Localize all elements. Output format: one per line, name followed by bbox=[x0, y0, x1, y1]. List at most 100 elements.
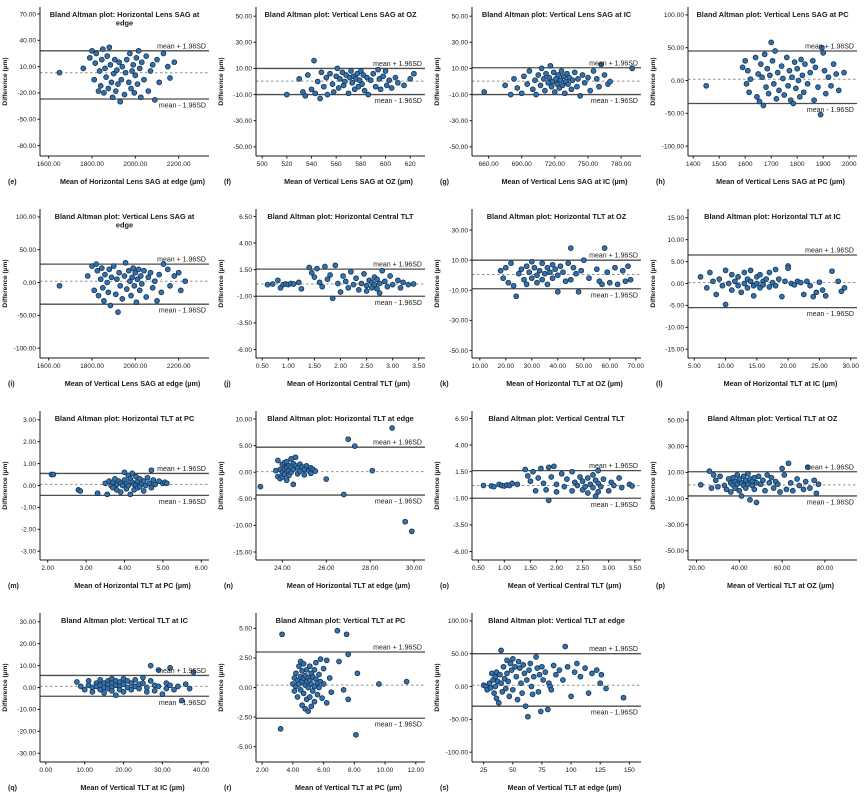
data-point bbox=[710, 472, 717, 478]
data-point bbox=[534, 272, 540, 279]
y-tick-label: -20.00 bbox=[17, 729, 36, 736]
upper-limit-label: mean + 1.96SD bbox=[589, 646, 638, 653]
data-point bbox=[358, 280, 365, 287]
data-point bbox=[550, 69, 557, 76]
data-point bbox=[547, 62, 554, 69]
x-tick-label: 1.50 bbox=[524, 565, 537, 572]
y-tick-label: 50.00 bbox=[451, 13, 468, 20]
data-point bbox=[577, 474, 583, 480]
data-point bbox=[371, 281, 378, 288]
upper-limit-label: mean + 1.96SD bbox=[589, 253, 638, 260]
data-point bbox=[785, 82, 791, 89]
y-axis-label: Difference (µm) bbox=[218, 461, 225, 509]
data-points bbox=[480, 463, 635, 504]
y-tick-label: 100.00 bbox=[448, 618, 469, 625]
data-point bbox=[539, 276, 546, 283]
y-tick-label: -10.00 bbox=[665, 496, 684, 503]
data-point bbox=[577, 93, 584, 99]
x-tick-label: 20.00 bbox=[688, 565, 705, 572]
plot-title: Bland Altman plot: Vertical Lens SAG at … bbox=[264, 10, 417, 19]
data-point bbox=[386, 77, 393, 84]
plot-title: Bland Altman plot: Vertical TLT at PC bbox=[276, 616, 406, 625]
data-point bbox=[137, 94, 144, 101]
data-point bbox=[764, 65, 771, 72]
data-point bbox=[712, 477, 719, 484]
data-point bbox=[147, 662, 154, 669]
data-point bbox=[521, 276, 527, 283]
y-tick-label: -2.00 bbox=[21, 527, 36, 534]
y-tick-label: 5.00 bbox=[239, 443, 252, 450]
data-point bbox=[606, 279, 613, 286]
data-point bbox=[120, 681, 127, 688]
data-point bbox=[725, 280, 732, 287]
data-point bbox=[297, 687, 304, 693]
plot-title: Bland Altman plot: Horizontal Central TL… bbox=[267, 212, 414, 221]
data-point bbox=[732, 278, 738, 285]
data-point bbox=[510, 282, 517, 289]
data-point bbox=[89, 47, 95, 54]
data-point bbox=[354, 70, 361, 77]
x-tick-label: 6.00 bbox=[317, 767, 330, 774]
data-point bbox=[367, 77, 374, 84]
data-point bbox=[93, 50, 100, 57]
data-point bbox=[584, 475, 591, 481]
data-point bbox=[502, 82, 508, 89]
data-point bbox=[530, 673, 537, 680]
data-point bbox=[735, 282, 741, 289]
x-axis-label: Mean of Vertical Lens SAG at OZ (µm) bbox=[284, 177, 413, 186]
data-point bbox=[793, 85, 799, 92]
data-point bbox=[760, 477, 766, 484]
data-point bbox=[747, 267, 754, 274]
data-point bbox=[593, 76, 600, 82]
y-tick-label: -50.00 bbox=[17, 116, 36, 123]
data-point bbox=[397, 284, 404, 291]
y-tick-label: 0.00 bbox=[239, 685, 252, 692]
lower-limit-label: mean - 1.96SD bbox=[159, 700, 206, 707]
data-point bbox=[598, 61, 605, 68]
data-point bbox=[555, 72, 562, 78]
x-tick-label: 15.00 bbox=[749, 363, 766, 370]
data-point bbox=[790, 100, 797, 107]
data-point bbox=[497, 267, 504, 274]
data-point bbox=[341, 78, 348, 85]
data-point bbox=[506, 693, 513, 700]
data-point bbox=[697, 481, 704, 488]
y-axis-label: Difference (µm) bbox=[434, 663, 441, 711]
data-point bbox=[505, 279, 512, 286]
data-point bbox=[140, 488, 147, 494]
x-axis-label: Mean of Horizontal TLT at PC (µm) bbox=[74, 581, 191, 590]
data-point bbox=[504, 657, 510, 664]
plot-title: Bland Altman plot: Vertical Lens SAG at … bbox=[696, 10, 849, 19]
data-point bbox=[553, 489, 560, 495]
data-point bbox=[359, 81, 365, 87]
x-tick-label: 25.00 bbox=[811, 363, 828, 370]
data-point bbox=[493, 695, 500, 702]
data-point bbox=[533, 91, 539, 98]
data-point bbox=[138, 280, 145, 287]
data-point bbox=[279, 631, 285, 638]
x-tick-label: 50.00 bbox=[576, 363, 593, 370]
data-point bbox=[137, 273, 144, 279]
data-points bbox=[481, 61, 636, 99]
scatter-plot: 70.00 40.00 10.00 -20.00 -50.00 -80.00 1600.00… bbox=[2, 7, 209, 186]
data-point bbox=[316, 671, 322, 678]
y-tick-label: 0.00 bbox=[239, 469, 252, 476]
data-point bbox=[703, 82, 710, 89]
data-point bbox=[754, 280, 760, 287]
data-point bbox=[108, 274, 115, 281]
data-point bbox=[320, 681, 327, 687]
data-point bbox=[353, 731, 359, 738]
data-point bbox=[580, 257, 587, 264]
y-tick-label: 1.50 bbox=[239, 267, 252, 274]
data-point bbox=[550, 662, 557, 669]
data-point bbox=[131, 90, 138, 96]
data-point bbox=[768, 474, 775, 481]
x-tick-label: 6.00 bbox=[195, 565, 208, 572]
data-point bbox=[772, 266, 779, 273]
y-tick-label: 40.00 bbox=[19, 38, 36, 45]
data-point bbox=[821, 67, 828, 74]
data-point bbox=[108, 79, 115, 86]
y-tick-label: -30.00 bbox=[233, 118, 252, 125]
data-point bbox=[807, 69, 814, 76]
data-point bbox=[109, 687, 115, 694]
